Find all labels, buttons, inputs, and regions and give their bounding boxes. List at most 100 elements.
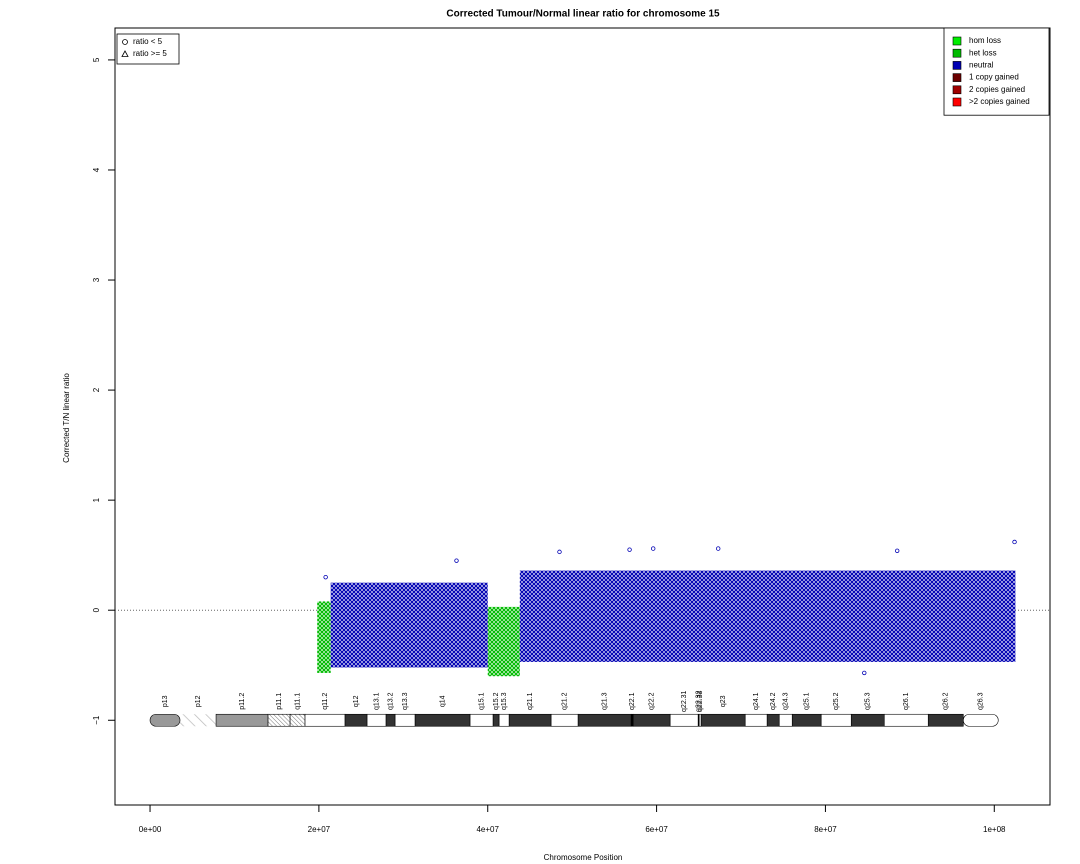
legend-label: 2 copies gained — [969, 85, 1025, 94]
y-tick-label: 5 — [92, 57, 101, 62]
cytoband-label: q24.1 — [753, 692, 760, 710]
cytoband — [778, 713, 793, 727]
cytoband-label: p11.1 — [276, 693, 283, 710]
cytoband — [492, 713, 500, 727]
cytoband-label: q11.1 — [294, 693, 301, 710]
legend-swatch — [952, 97, 962, 107]
y-tick-label: −1 — [92, 715, 101, 725]
cytoband — [577, 713, 632, 727]
cytoband-label: q13.1 — [373, 692, 380, 710]
y-axis-label: Corrected T/N linear ratio — [62, 373, 71, 463]
cytoband — [766, 713, 780, 727]
legend-label: >2 copies gained — [969, 97, 1030, 106]
legend-label: neutral — [969, 61, 994, 70]
cytoband — [850, 713, 885, 727]
cytoband — [700, 713, 746, 727]
cytoband — [630, 713, 634, 727]
cytoband — [394, 713, 416, 727]
cytoband-label: q22.1 — [629, 692, 636, 710]
cytoband-label: q26.2 — [943, 692, 950, 710]
point — [651, 546, 656, 551]
cytoband — [414, 713, 471, 727]
y-tick-label: 0 — [92, 607, 101, 612]
x-tick-label: 4e+07 — [476, 825, 499, 834]
cytoband — [180, 714, 217, 727]
cytoband — [927, 713, 964, 727]
cytoband-label: q25.3 — [865, 692, 872, 710]
point — [557, 549, 562, 555]
x-tick-label: 8e+07 — [814, 825, 837, 834]
cytoband-label: q15.3 — [501, 692, 508, 710]
cytoband — [304, 713, 346, 727]
x-axis-label: Chromosome Position — [544, 853, 623, 862]
y-tick-label: 3 — [92, 277, 101, 282]
cytoband-label: q25.1 — [804, 692, 811, 710]
cytoband — [744, 713, 768, 727]
legend-box — [943, 27, 1050, 116]
cytoband-label: q21.1 — [527, 692, 534, 710]
legend-swatch — [952, 36, 962, 46]
cytoband-label: q13.2 — [387, 692, 394, 710]
point-cloud — [317, 601, 331, 673]
cytoband-label: q15.1 — [478, 692, 485, 710]
cytoband-label: q26.1 — [903, 692, 910, 710]
cytoband-label: q21.2 — [561, 692, 568, 710]
cytoband-label: q13.3 — [402, 692, 409, 710]
point — [1012, 539, 1017, 545]
legend-swatch — [952, 73, 962, 82]
cytoband-label: q24.2 — [770, 692, 777, 710]
point — [894, 548, 900, 553]
legend-swatch — [952, 85, 962, 95]
legend-box — [116, 33, 180, 65]
cytoband-label: q14 — [439, 695, 446, 707]
cytoband-label: q22.31 — [681, 690, 688, 712]
x-tick-label: 1e+08 — [983, 825, 1006, 834]
cytoband — [498, 713, 510, 727]
cytoband — [669, 713, 699, 727]
point — [323, 574, 328, 580]
cytoband-label: p11.2 — [239, 693, 246, 710]
legend-label: 1 copy gained — [969, 73, 1019, 82]
point — [716, 546, 721, 551]
cytoband — [632, 713, 671, 727]
cytoband-label: q11.2 — [322, 693, 329, 710]
legend-swatch — [952, 48, 962, 58]
cytoband-label: q12 — [353, 695, 360, 707]
cytoband-label: q21.3 — [602, 692, 609, 710]
cytoband — [267, 713, 291, 727]
cytoband — [883, 713, 929, 727]
x-tick-label: 6e+07 — [645, 825, 668, 834]
cytoband — [289, 713, 306, 727]
legend-swatch — [952, 61, 962, 70]
cytoband — [215, 713, 269, 727]
legend-symbol — [121, 50, 129, 57]
y-tick-label: 2 — [92, 387, 101, 392]
chart-title: Corrected Tumour/Normal linear ratio for… — [446, 9, 720, 20]
cytoband — [469, 713, 494, 727]
cytoband-label: p12 — [195, 695, 202, 707]
point — [454, 558, 459, 563]
point-cloud — [487, 606, 520, 677]
cytoband-label: q23 — [720, 695, 727, 707]
cytoband-label: q26.3 — [978, 692, 985, 710]
y-tick-label: 4 — [92, 167, 101, 172]
y-tick-label: 1 — [92, 497, 101, 502]
cytoband-label: p13 — [162, 695, 169, 707]
cytoband-label: q22.33 — [697, 690, 704, 712]
cytoband-label: q25.2 — [833, 692, 840, 710]
point-cloud — [519, 570, 1016, 662]
cytoband — [344, 713, 368, 727]
cytoband — [791, 713, 822, 727]
x-tick-label: 0e+00 — [139, 825, 162, 834]
cytoband — [149, 713, 181, 727]
cytoband — [820, 713, 852, 727]
legend-label: hom loss — [969, 36, 1001, 45]
point-cloud — [330, 582, 488, 668]
x-tick-label: 2e+07 — [308, 825, 331, 834]
plot-frame — [114, 27, 1051, 806]
cytoband — [550, 713, 579, 727]
legend-label: ratio >= 5 — [133, 49, 167, 58]
cytoband — [508, 713, 552, 727]
cytoband-label: q24.3 — [783, 692, 790, 710]
